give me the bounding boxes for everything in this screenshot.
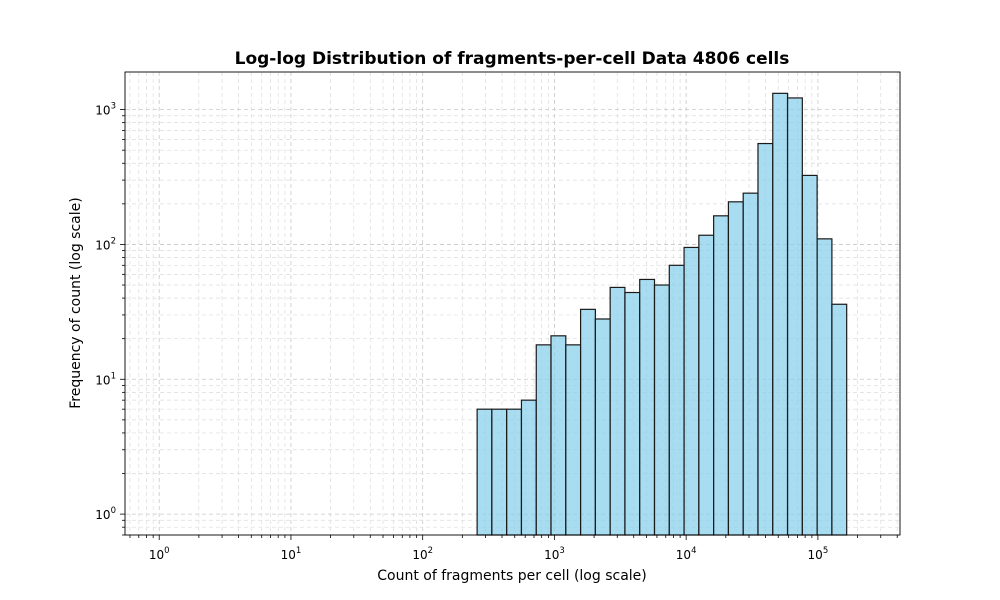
histogram-bar (491, 408, 508, 536)
y-axis-label: Frequency of count (log scale) (68, 197, 84, 408)
histogram-bar (506, 408, 523, 536)
histogram-bar (639, 278, 656, 536)
histogram-bar (520, 399, 537, 536)
histogram-bar (742, 192, 759, 536)
histogram-bar (786, 97, 803, 536)
histogram-bars (476, 92, 848, 536)
histogram-bar (772, 92, 789, 536)
histogram-bar (683, 246, 700, 536)
y-tick-label: 101 (95, 371, 116, 387)
histogram-bar (565, 344, 582, 536)
histogram-bar (653, 284, 670, 536)
x-axis-label: Count of fragments per cell (log scale) (377, 568, 647, 584)
histogram-bar (727, 201, 744, 536)
histogram-bar (668, 264, 685, 536)
histogram-bar (698, 234, 715, 536)
histogram-bar (535, 344, 552, 536)
x-tick-label: 104 (676, 546, 697, 562)
x-tick-label: 101 (281, 546, 302, 562)
histogram-bar (831, 303, 848, 536)
histogram-bar (476, 408, 493, 536)
histogram-bar (609, 286, 626, 536)
axis-ticks: 100 101 102 103 104 105 100 101 102 103 (95, 102, 898, 562)
y-tick-label: 102 (95, 236, 116, 252)
histogram-bar (594, 318, 611, 536)
y-tick-label: 103 (95, 102, 116, 118)
histogram-bar (713, 215, 730, 536)
plot-area-frame (124, 71, 901, 536)
x-tick-label: 105 (808, 546, 829, 562)
histogram-bar (579, 308, 596, 536)
x-tick-label: 100 (149, 546, 170, 562)
histogram-bar (816, 238, 833, 536)
chart-title: Log-log Distribution of fragments-per-ce… (235, 49, 790, 69)
histogram-bar (624, 291, 641, 536)
histogram-bar (550, 335, 567, 536)
x-tick-label: 103 (544, 546, 565, 562)
histogram-bar (801, 174, 818, 536)
x-tick-label: 102 (412, 546, 433, 562)
histogram-bar (757, 142, 774, 536)
y-tick-label: 100 (95, 506, 116, 522)
